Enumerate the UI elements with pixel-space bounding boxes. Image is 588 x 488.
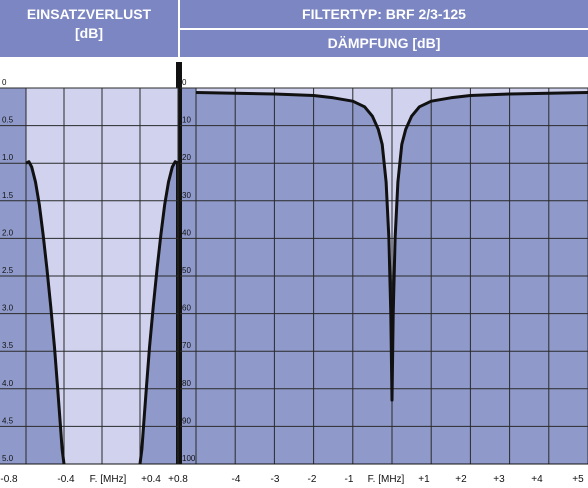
left-ytick-label: 4.0	[2, 379, 14, 388]
left-xtick-label: -0.4	[57, 474, 75, 485]
left-curve-0	[25, 160, 66, 465]
filter-type-title: FILTERTYP: BRF 2/3-125	[302, 6, 466, 22]
right-xtick-label: +2	[455, 474, 467, 485]
left-ytick-label: 3.5	[2, 341, 14, 350]
right-ytick-label: 10	[182, 116, 191, 125]
left-ytick-label: 1.5	[2, 191, 14, 200]
left-xtick-label: -0.8	[0, 474, 18, 485]
insertion-loss-unit-label: [dB]	[75, 25, 103, 41]
left-ytick-label: 3.0	[2, 304, 14, 313]
left-ytick-label: 5.0	[2, 454, 14, 463]
right-xtick-label: -1	[345, 474, 354, 485]
insertion-loss-header: EINSATZVERLUST DÄMPFUNG [dB] [dB]	[0, 0, 178, 57]
attenuation-header: DÄMPFUNG [dB]	[180, 30, 588, 57]
left-ytick-label: 1.0	[2, 153, 14, 162]
left-xtick-label: +0.4	[141, 474, 161, 485]
left-ytick-label: 0	[2, 78, 7, 87]
right-xtick-label: +1	[418, 474, 430, 485]
left-ytick-label: 4.5	[2, 416, 14, 425]
right-xlabel: F. [MHz]	[368, 474, 405, 485]
left-xlabel: F. [MHz]	[90, 474, 127, 485]
insertion-loss-zero-row	[0, 62, 178, 88]
attenuation-zero-row	[180, 62, 588, 88]
right-xtick-label: -2	[308, 474, 317, 485]
attenuation-title: DÄMPFUNG [dB]	[327, 35, 441, 51]
left-xtick-label: +0.8	[168, 474, 188, 485]
right-curve-0	[195, 91, 588, 402]
left-ytick-label: 2.0	[2, 228, 14, 237]
right-ytick-label: 100	[182, 454, 196, 463]
left-curve-1	[138, 160, 179, 465]
right-ytick-label: 90	[182, 416, 191, 425]
right-ytick-label: 80	[182, 379, 191, 388]
right-xtick-label: -3	[271, 474, 280, 485]
right-ytick-label: 60	[182, 304, 191, 313]
right-xtick-label: +4	[531, 474, 543, 485]
panel-divider	[176, 62, 182, 464]
right-ytick-label: 70	[182, 341, 191, 350]
left-ytick-label: 2.5	[2, 266, 14, 275]
left-ytick-label: 0.5	[2, 116, 14, 125]
right-xtick-label: +5	[572, 474, 584, 485]
right-xtick-label: -4	[232, 474, 241, 485]
right-xtick-label: +3	[493, 474, 505, 485]
insertion-loss-title: EINSATZVERLUST	[26, 6, 152, 22]
right-ytick-label: 30	[182, 191, 191, 200]
filter-type-header: FILTERTYP: BRF 2/3-125	[180, 0, 588, 28]
right-ytick-label: 0	[182, 78, 187, 87]
right-ytick-label: 20	[182, 153, 191, 162]
right-ytick-label: 40	[182, 228, 191, 237]
right-ytick-label: 50	[182, 266, 191, 275]
